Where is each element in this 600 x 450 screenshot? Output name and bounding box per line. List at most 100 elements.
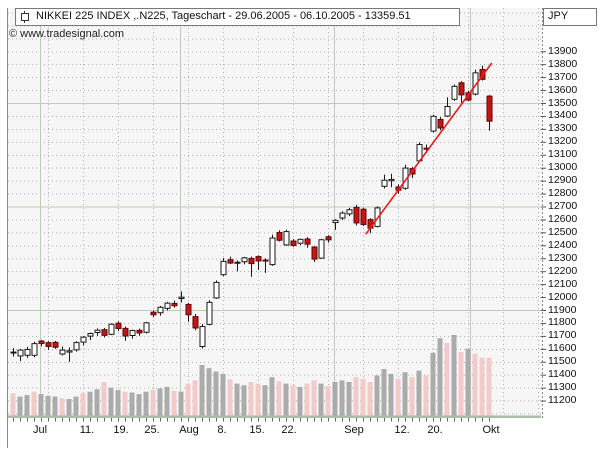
y-axis-label: 12700: [548, 200, 578, 212]
candle-down: [304, 238, 311, 245]
volume-bar: [157, 388, 163, 416]
candle-up: [10, 351, 17, 354]
volume-bar: [402, 372, 408, 416]
candle-up: [17, 349, 24, 357]
volume-bar: [395, 378, 401, 416]
y-axis-label: 12400: [548, 238, 578, 251]
y-axis-label: 11500: [548, 355, 577, 368]
candle-up: [73, 342, 80, 351]
volume-bar: [255, 383, 261, 416]
volume-bar: [38, 394, 44, 416]
volume-bar: [45, 395, 51, 416]
volume-bar: [374, 375, 380, 416]
y-axis-label: 12200: [548, 264, 578, 277]
candle-down: [227, 259, 234, 264]
volume-bar: [276, 381, 282, 416]
candle-down: [276, 232, 283, 241]
volume-bar: [297, 386, 303, 416]
chart-title: NIKKEI 225 INDEX ,.N225, Tageschart - 29…: [36, 10, 411, 22]
volume-bar: [206, 368, 212, 416]
x-axis-label: 11.: [79, 424, 95, 436]
x-axis-label: 20.: [427, 424, 443, 436]
candle-up: [451, 85, 458, 100]
volume-bar: [24, 394, 30, 416]
y-axis-label: 12500: [548, 225, 578, 238]
candle-down: [150, 311, 157, 316]
volume-bar: [332, 381, 338, 416]
candle-up: [94, 329, 101, 334]
y-axis-label: 13400: [548, 109, 578, 122]
volume-bar: [122, 391, 128, 416]
volume-bar: [31, 391, 37, 416]
watermark: © www.tradesignal.com: [9, 28, 125, 40]
pin-icon: [21, 11, 29, 23]
x-axis-label: Aug: [179, 424, 199, 436]
candle-up: [381, 179, 388, 187]
candle-up: [157, 306, 164, 314]
candle-down: [136, 329, 143, 334]
candle-down: [486, 95, 493, 122]
candle-up: [234, 261, 241, 264]
volume-bar: [115, 390, 121, 416]
volume-bar: [290, 385, 296, 416]
candle-down: [255, 256, 262, 262]
volume-bar: [325, 386, 331, 416]
volume-bar: [409, 377, 415, 416]
x-axis-label: 19.: [113, 424, 129, 436]
volume-bar: [227, 379, 233, 416]
y-axis-label: 13200: [548, 135, 578, 148]
y-axis-label: 13500: [548, 96, 578, 109]
volume-bar: [437, 338, 443, 416]
x-axis-label: Jul: [32, 424, 48, 436]
volume-bar: [94, 389, 100, 416]
candle-down: [52, 341, 59, 348]
volume-bar: [164, 386, 170, 416]
volume-bar: [66, 398, 72, 416]
candle-down: [45, 342, 52, 347]
candle-up: [283, 231, 290, 246]
volume-bar: [234, 383, 240, 416]
candle-down: [192, 316, 199, 329]
x-axis[interactable]: Jul 11. 19. 25. Aug 8. 15. 22. Sep 12. 20. Okt: [8, 417, 541, 447]
x-axis-label: 25.: [144, 424, 160, 436]
y-axis[interactable]: 11200 11300 11400 11500 11600 11700 11800 11900…: [541, 8, 600, 412]
candle-up: [206, 301, 213, 325]
volume-bar: [129, 392, 135, 416]
y-axis-label: 13100: [548, 148, 578, 161]
y-axis-label: 12900: [548, 174, 578, 187]
candle-down: [290, 240, 297, 246]
candle-up: [24, 348, 31, 356]
volume-bar: [171, 390, 177, 416]
y-axis-label: 13900: [548, 44, 578, 57]
volume-bar: [346, 381, 352, 416]
candle-up: [213, 281, 220, 299]
volume-bar: [388, 373, 394, 416]
volume-bar: [458, 352, 464, 416]
volume-bar: [52, 396, 58, 416]
trend-line: [365, 62, 493, 235]
volume-bar: [136, 394, 142, 416]
candle-up: [297, 238, 304, 244]
candle-down: [185, 303, 192, 316]
volume-bar: [101, 381, 107, 416]
candle-down: [437, 118, 444, 129]
y-axis-label: 13600: [548, 83, 578, 96]
volume-bar: [465, 348, 471, 416]
candle-down: [262, 259, 269, 262]
y-axis-label: 11800: [548, 316, 577, 329]
currency-label: JPY: [548, 10, 569, 22]
grid: [8, 8, 541, 416]
volume-bar: [416, 370, 422, 416]
volume-bar: [192, 380, 198, 416]
candle-down: [38, 340, 45, 345]
candle-up: [129, 330, 136, 336]
volume-bar: [248, 381, 254, 416]
y-axis-label: 11200: [548, 394, 577, 407]
volume-bar: [108, 387, 114, 416]
volume-bar: [87, 391, 93, 416]
candle-down: [325, 236, 332, 241]
candle-up: [220, 260, 227, 276]
candle-down: [465, 92, 472, 101]
candle-up: [31, 343, 38, 356]
